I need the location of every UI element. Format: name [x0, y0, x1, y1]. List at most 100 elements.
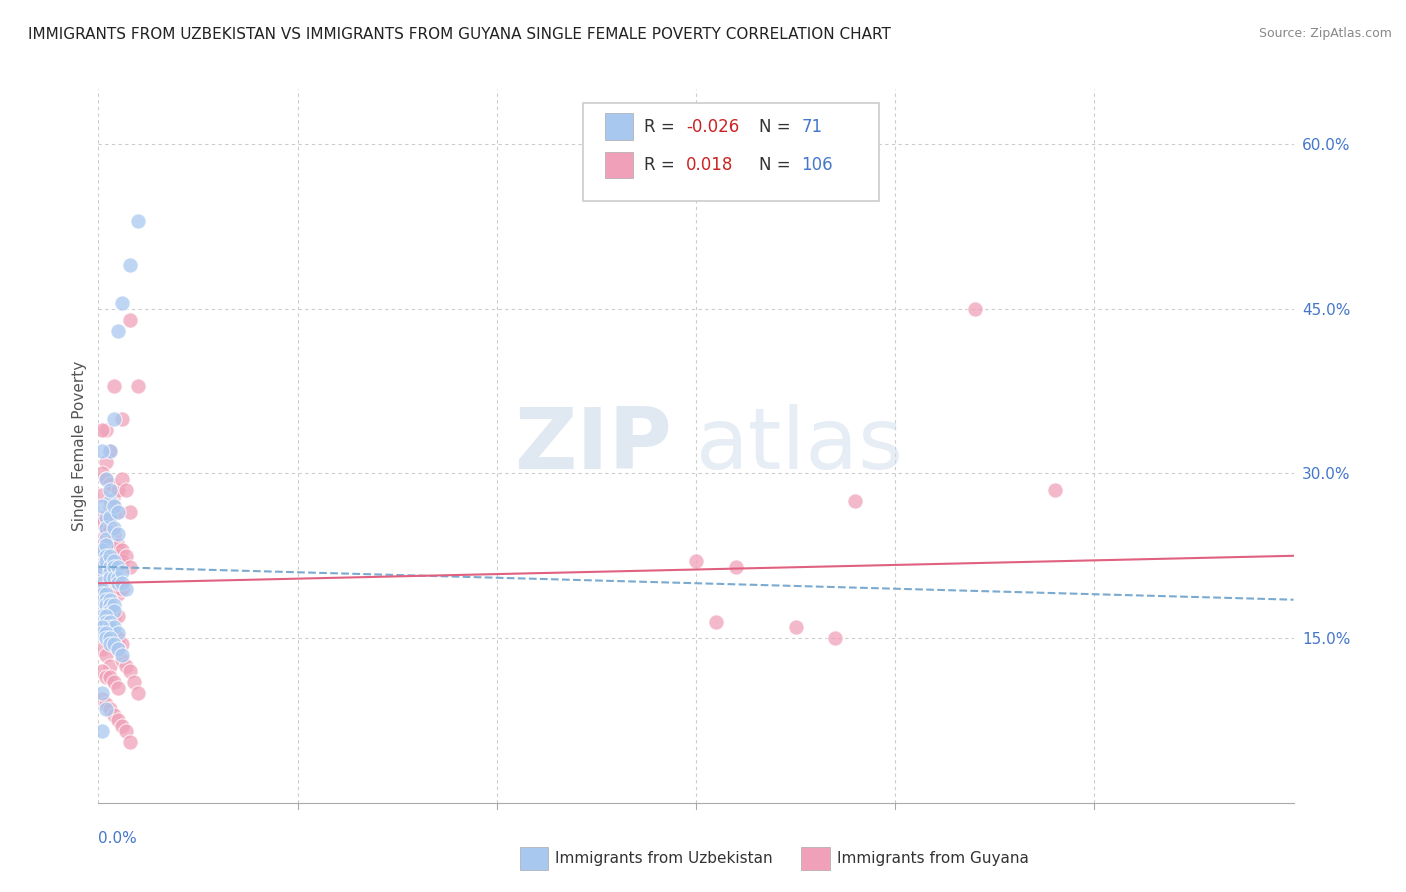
- Point: [98, 620, 122, 634]
- Point: [91, 620, 114, 634]
- Point: [98, 604, 122, 618]
- Point: [96, 510, 118, 524]
- Point: [115, 483, 138, 497]
- Point: [107, 714, 129, 728]
- Point: [107, 505, 129, 519]
- Point: [91, 615, 114, 629]
- Point: [91, 587, 114, 601]
- Point: [103, 708, 125, 723]
- Point: [98, 566, 122, 580]
- Point: [96, 472, 118, 486]
- Point: [107, 576, 129, 591]
- Point: [91, 664, 114, 678]
- Point: [96, 669, 118, 683]
- Point: [91, 533, 114, 547]
- Point: [98, 444, 122, 458]
- Point: [111, 653, 134, 667]
- Y-axis label: Single Female Poverty: Single Female Poverty: [72, 361, 87, 531]
- Point: [103, 582, 125, 596]
- Point: [103, 620, 125, 634]
- Point: [96, 455, 118, 469]
- Point: [107, 549, 129, 563]
- Text: 71: 71: [801, 118, 823, 136]
- Point: [107, 625, 129, 640]
- Point: [115, 549, 138, 563]
- Point: [91, 516, 114, 530]
- Point: [98, 625, 122, 640]
- Point: [115, 658, 138, 673]
- Point: [107, 559, 129, 574]
- Point: [103, 521, 125, 535]
- Point: [96, 549, 118, 563]
- Point: [96, 538, 118, 552]
- Point: [98, 669, 122, 683]
- Point: [111, 637, 134, 651]
- Point: [120, 559, 142, 574]
- Point: [103, 625, 125, 640]
- Point: [98, 477, 122, 491]
- Point: [120, 664, 142, 678]
- Point: [115, 724, 138, 739]
- Point: [91, 566, 114, 580]
- Point: [103, 554, 125, 568]
- Point: [98, 637, 122, 651]
- Point: [96, 533, 118, 547]
- Point: [96, 609, 118, 624]
- Point: [107, 505, 129, 519]
- Point: [120, 505, 142, 519]
- Point: [91, 587, 114, 601]
- Point: [96, 576, 118, 591]
- Point: [91, 592, 114, 607]
- Point: [1043, 483, 1066, 497]
- Text: R =: R =: [644, 156, 681, 174]
- Point: [98, 521, 122, 535]
- Point: [107, 642, 129, 657]
- Point: [96, 571, 118, 585]
- Point: [107, 681, 129, 695]
- Point: [724, 559, 747, 574]
- Point: [91, 549, 114, 563]
- Point: [91, 444, 114, 458]
- Point: [91, 576, 114, 591]
- Point: [107, 324, 129, 338]
- Point: [107, 631, 129, 645]
- Text: atlas: atlas: [696, 404, 904, 488]
- Point: [963, 301, 986, 316]
- Text: ZIP: ZIP: [515, 404, 672, 488]
- Point: [91, 686, 114, 700]
- Point: [91, 592, 114, 607]
- Point: [103, 604, 125, 618]
- Point: [103, 488, 125, 502]
- Point: [98, 566, 122, 580]
- Point: [103, 500, 125, 514]
- Point: [98, 477, 122, 491]
- Point: [111, 472, 134, 486]
- Point: [115, 582, 138, 596]
- Point: [103, 604, 125, 618]
- Point: [96, 423, 118, 437]
- Point: [91, 467, 114, 481]
- Text: -0.026: -0.026: [686, 118, 740, 136]
- Point: [96, 472, 118, 486]
- Point: [98, 582, 122, 596]
- Point: [107, 526, 129, 541]
- Point: [91, 582, 114, 596]
- Point: [844, 494, 866, 508]
- Point: [98, 494, 122, 508]
- Text: 0.0%: 0.0%: [98, 831, 138, 847]
- Point: [96, 538, 118, 552]
- Point: [98, 604, 122, 618]
- Point: [103, 411, 125, 425]
- Point: [103, 559, 125, 574]
- Point: [127, 214, 149, 228]
- Point: [91, 609, 114, 624]
- Text: Source: ZipAtlas.com: Source: ZipAtlas.com: [1258, 27, 1392, 40]
- Point: [127, 686, 149, 700]
- Point: [98, 631, 122, 645]
- Point: [98, 615, 122, 629]
- Point: [111, 411, 134, 425]
- Text: N =: N =: [759, 118, 796, 136]
- Point: [98, 620, 122, 634]
- Point: [111, 543, 134, 558]
- Point: [96, 549, 118, 563]
